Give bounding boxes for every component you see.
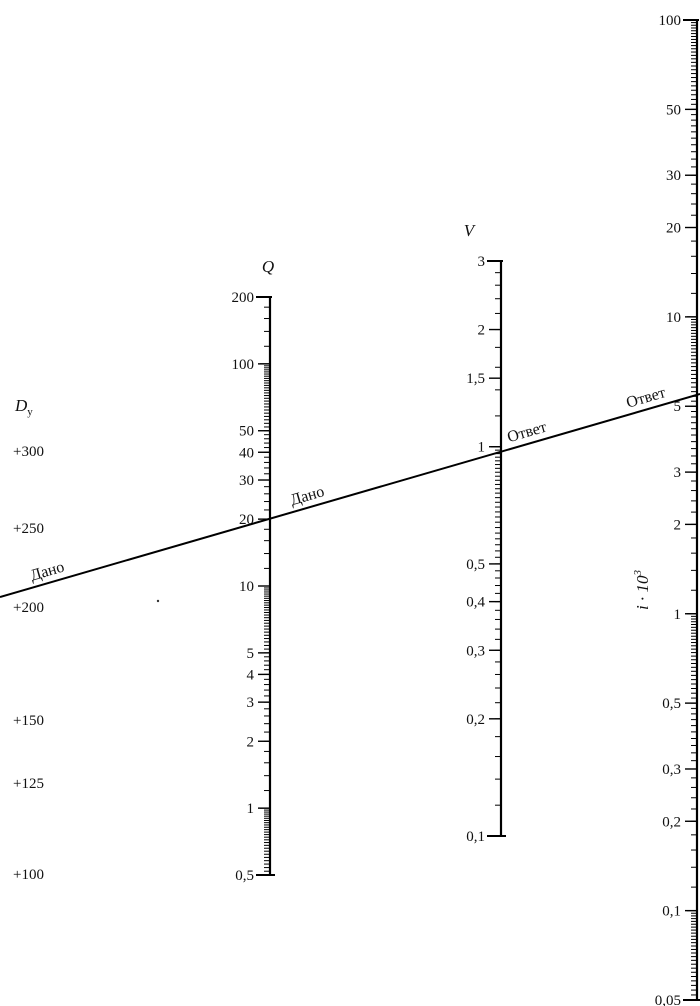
q-tick-label: 200 xyxy=(232,290,255,306)
i-tick-label: 1 xyxy=(674,607,682,623)
v-tick-label: 1 xyxy=(478,440,486,456)
annotation-given-dy: Дано xyxy=(28,559,66,585)
i-tick-label: 0,05 xyxy=(655,993,681,1006)
q-tick-label: 4 xyxy=(247,667,255,683)
dy-value-label: +150 xyxy=(13,713,44,729)
i-tick-label: 100 xyxy=(659,13,682,29)
v-tick-label: 3 xyxy=(478,254,486,270)
dy-value-label: +125 xyxy=(13,776,44,792)
q-tick-label: 3 xyxy=(247,695,255,711)
v-tick-label: 0,5 xyxy=(466,557,485,573)
annotation-answer-v: Ответ xyxy=(505,419,548,447)
i-tick-label: 0,5 xyxy=(662,696,681,712)
i-axis-title: i · 103 xyxy=(632,570,652,610)
q-tick-label: 0,5 xyxy=(235,868,254,884)
i-tick-label: 0,3 xyxy=(662,762,681,778)
i-axis-title-sup: 3 xyxy=(632,570,644,577)
i-tick-label: 10 xyxy=(666,310,681,326)
v-tick-label: 0,2 xyxy=(466,712,485,728)
i-tick-label: 0,1 xyxy=(662,904,681,920)
i-tick-label: 5 xyxy=(674,399,682,415)
dy-value-label: +250 xyxy=(13,521,44,537)
q-tick-label: 40 xyxy=(239,445,254,461)
q-tick-label: 100 xyxy=(232,357,255,373)
i-tick-label: 20 xyxy=(666,221,681,237)
v-tick-label: 0,3 xyxy=(466,643,485,659)
v-axis-title: V xyxy=(464,221,477,240)
i-tick-label: 2 xyxy=(674,517,682,533)
v-tick-label: 1,5 xyxy=(466,371,485,387)
speck-dot xyxy=(156,599,160,603)
i-axis-title-main: i · 10 xyxy=(633,575,652,610)
i-tick-label: 0,2 xyxy=(662,814,681,830)
dy-value-label: +100 xyxy=(13,867,44,883)
i-tick-label: 30 xyxy=(666,168,681,184)
annotation-given-q: Дано xyxy=(288,483,326,509)
q-tick-label: 30 xyxy=(239,473,254,489)
key-line xyxy=(0,392,700,598)
dy-axis-title-sub: у xyxy=(27,406,33,418)
i-tick-label: 50 xyxy=(666,102,681,118)
annotation-answer-i: Ответ xyxy=(624,384,667,412)
i-tick-label: 3 xyxy=(674,465,682,481)
v-tick-label: 0,4 xyxy=(466,595,485,611)
v-tick-label: 0,1 xyxy=(466,829,485,845)
q-tick-label: 10 xyxy=(239,579,254,595)
dy-axis-title-main: D xyxy=(14,396,28,415)
dy-value-label: +200 xyxy=(13,600,44,616)
q-axis-title: Q xyxy=(262,257,274,276)
dy-axis-title: Dу xyxy=(14,396,33,418)
q-tick-label: 1 xyxy=(247,801,255,817)
dy-value-label: +300 xyxy=(13,444,44,460)
v-tick-label: 2 xyxy=(478,323,486,339)
q-tick-label: 5 xyxy=(247,646,255,662)
q-tick-label: 50 xyxy=(239,424,254,440)
q-tick-label: 2 xyxy=(247,734,255,750)
